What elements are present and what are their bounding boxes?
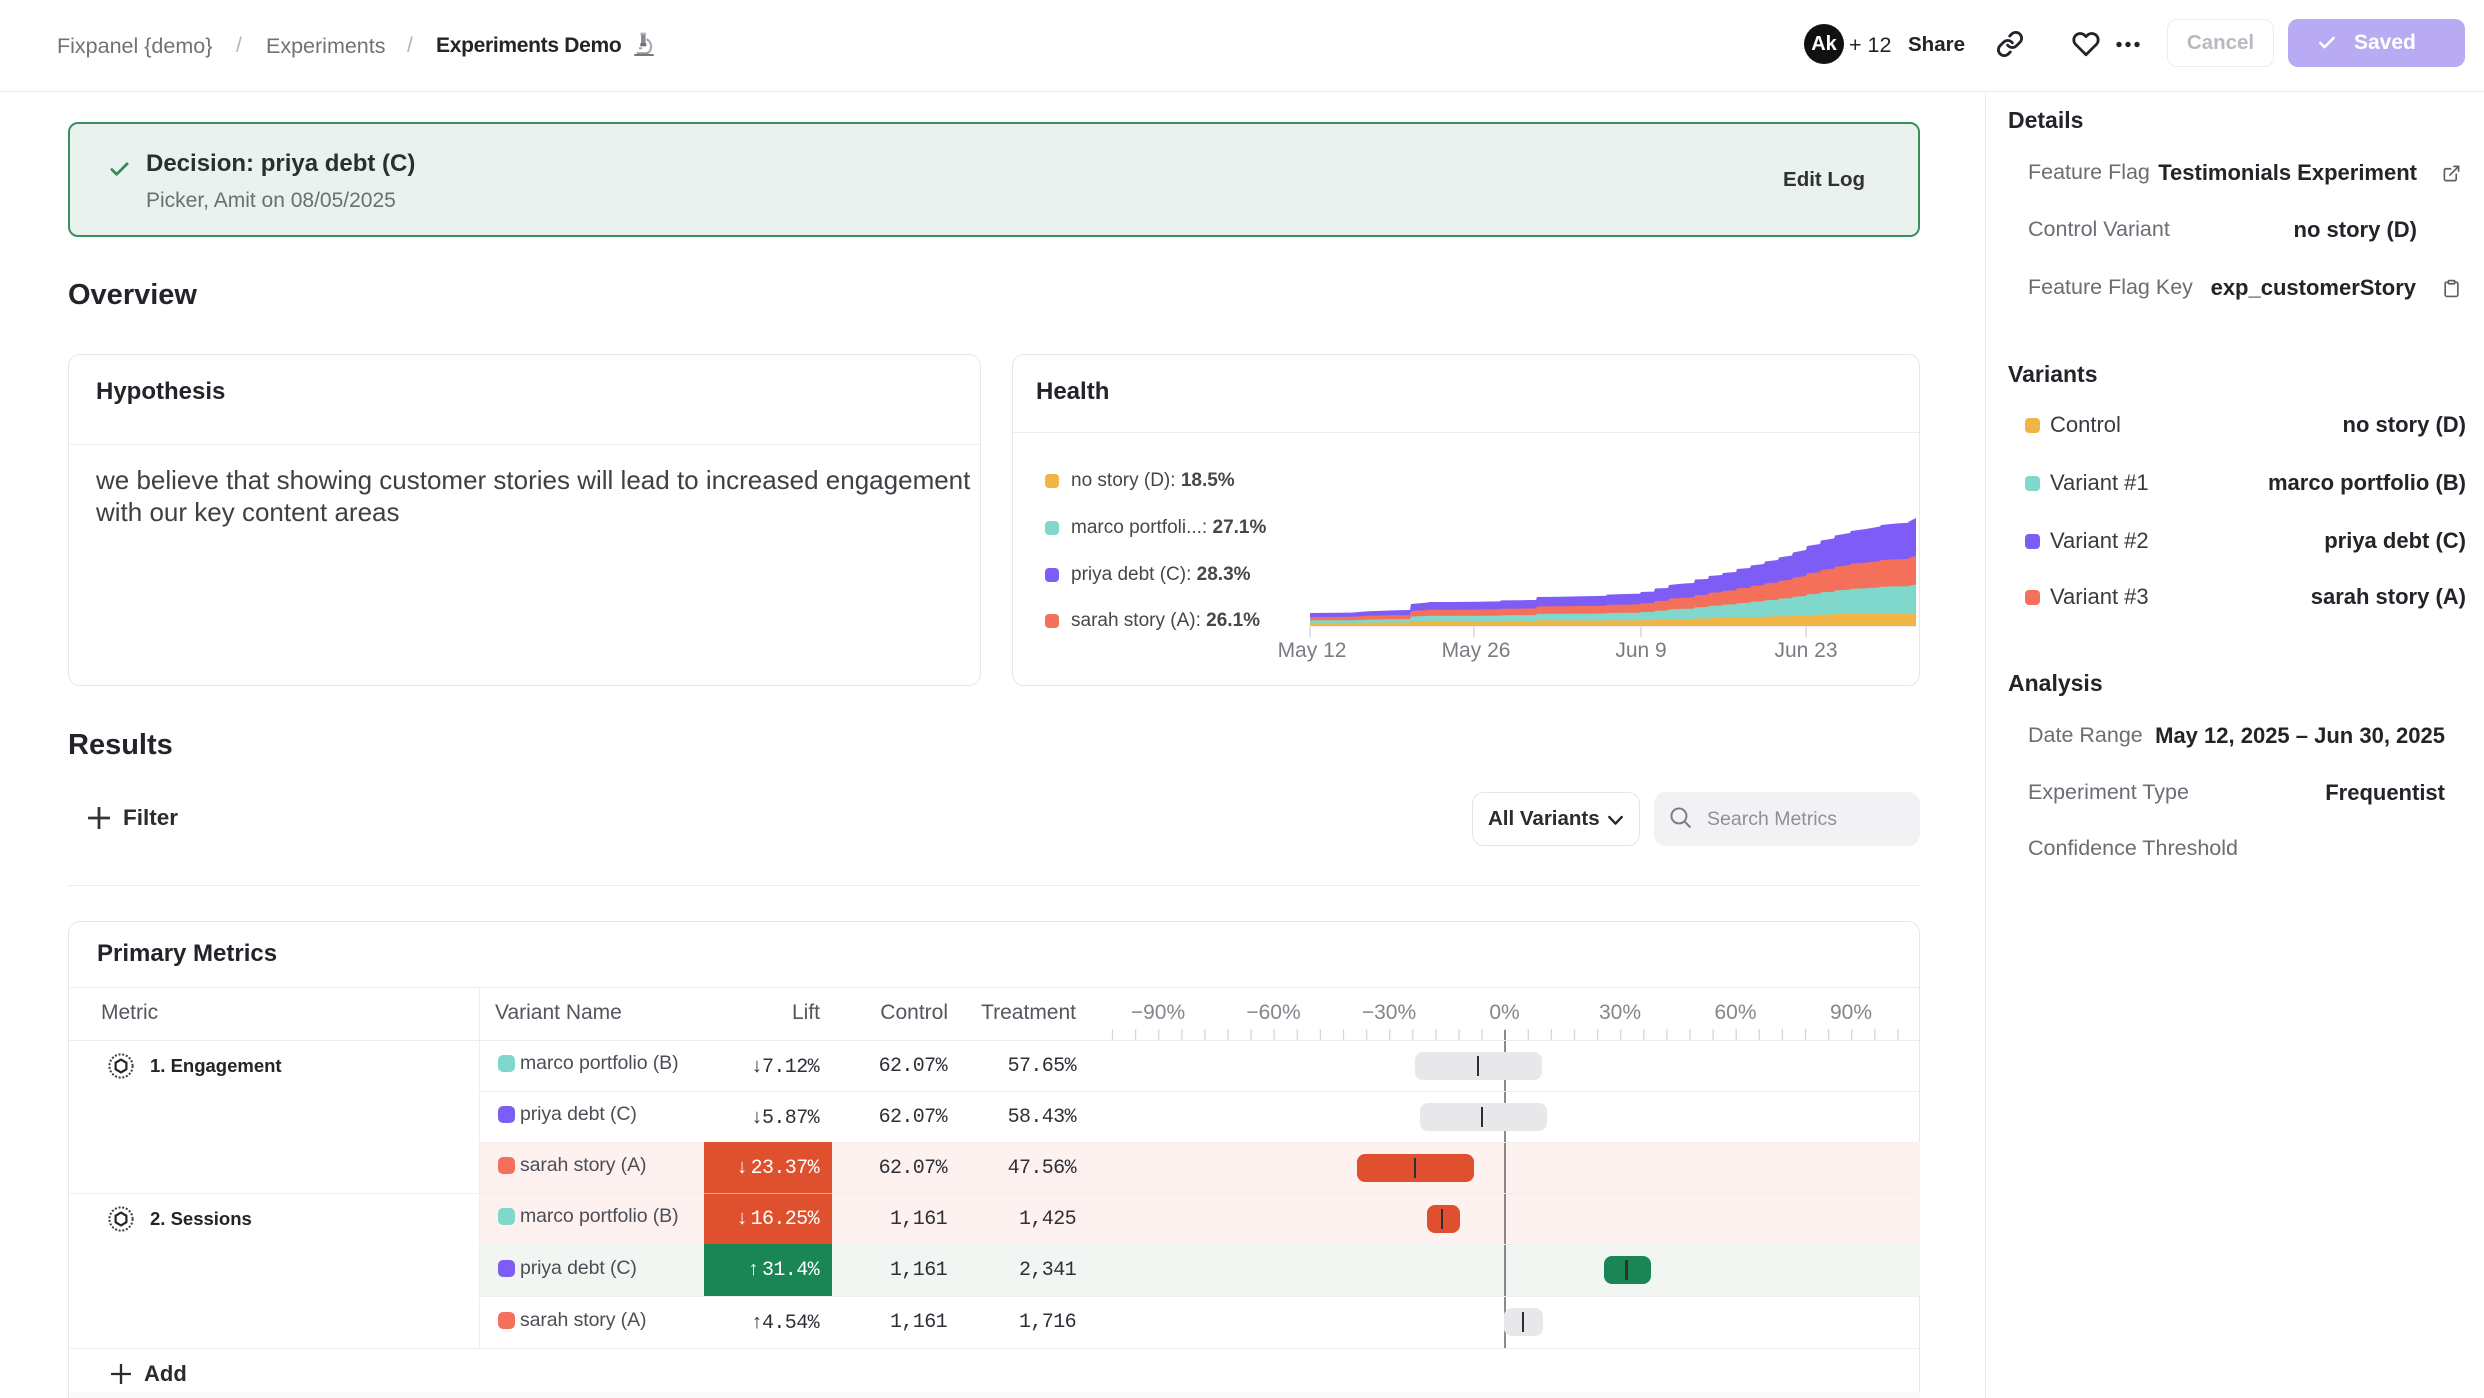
svg-text:Jun 23: Jun 23 <box>1774 639 1837 662</box>
svg-text:Jun 9: Jun 9 <box>1615 639 1666 662</box>
svg-text:May 26: May 26 <box>1442 639 1511 662</box>
svg-text:May 12: May 12 <box>1278 639 1347 662</box>
